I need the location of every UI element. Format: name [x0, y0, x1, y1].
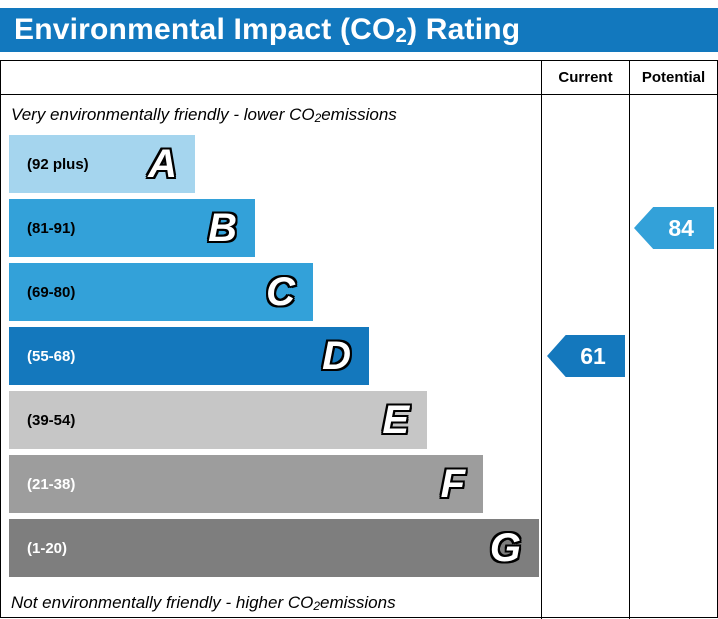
- band-e-range-label: (39-54): [27, 411, 76, 429]
- rating-band-g: (1-20) G: [9, 519, 539, 577]
- title-text-before: Environmental Impact (CO: [14, 13, 396, 46]
- bands-column: Very environmentally friendly - lower CO…: [1, 95, 541, 619]
- potential-rating-value: 84: [668, 214, 694, 241]
- rating-band-d: (55-68) D: [9, 327, 369, 385]
- rating-band-b: (81-91) B: [9, 199, 255, 257]
- band-c-range-label: (69-80): [27, 283, 76, 301]
- page-title: Environmental Impact (CO 2) Rating: [0, 8, 718, 52]
- band-a-range-label: (92 plus): [27, 155, 89, 173]
- band-d-range-label: (55-68): [27, 347, 76, 365]
- band-b-range-label: (81-91): [27, 219, 76, 237]
- top-note: Very environmentally friendly - lower CO…: [11, 105, 397, 125]
- rating-chart: Current Potential Very environmentally f…: [0, 60, 718, 619]
- band-g-range-label: (1-20): [27, 539, 68, 557]
- rating-band-f: (21-38) F: [9, 455, 483, 513]
- header-current: Current: [541, 61, 629, 95]
- band-a-letter: A: [148, 142, 177, 186]
- band-f-range-label: (21-38): [27, 475, 76, 493]
- potential-rating-arrow: 84: [634, 207, 714, 249]
- current-rating-value: 61: [580, 342, 606, 369]
- rating-bands: (92 plus) A (81-91) B (69-80) C (55-68) …: [1, 135, 541, 583]
- top-note-text-after: emissions: [321, 105, 397, 124]
- band-f-letter: F: [440, 462, 465, 506]
- bottom-note: Not environmentally friendly - higher CO…: [11, 593, 396, 613]
- current-rating-arrow: 61: [547, 335, 625, 377]
- band-b-letter: B: [208, 206, 237, 250]
- bottom-note-text-after: emissions: [319, 593, 396, 612]
- rating-band-c: (69-80) C: [9, 263, 313, 321]
- band-e-letter: E: [382, 398, 409, 442]
- current-column: 61: [541, 95, 629, 619]
- header-empty-cell: [1, 61, 541, 95]
- title-text-after: ) Rating: [407, 13, 521, 46]
- band-c-letter: C: [266, 270, 295, 314]
- header-potential: Potential: [629, 61, 717, 95]
- rating-band-a: (92 plus) A: [9, 135, 195, 193]
- band-g-letter: G: [489, 526, 521, 570]
- rating-band-e: (39-54) E: [9, 391, 427, 449]
- band-d-letter: D: [322, 334, 351, 378]
- potential-column: 84: [629, 95, 717, 619]
- top-note-text-before: Very environmentally friendly - lower CO: [11, 105, 315, 124]
- bottom-note-text-before: Not environmentally friendly - higher CO: [11, 593, 314, 612]
